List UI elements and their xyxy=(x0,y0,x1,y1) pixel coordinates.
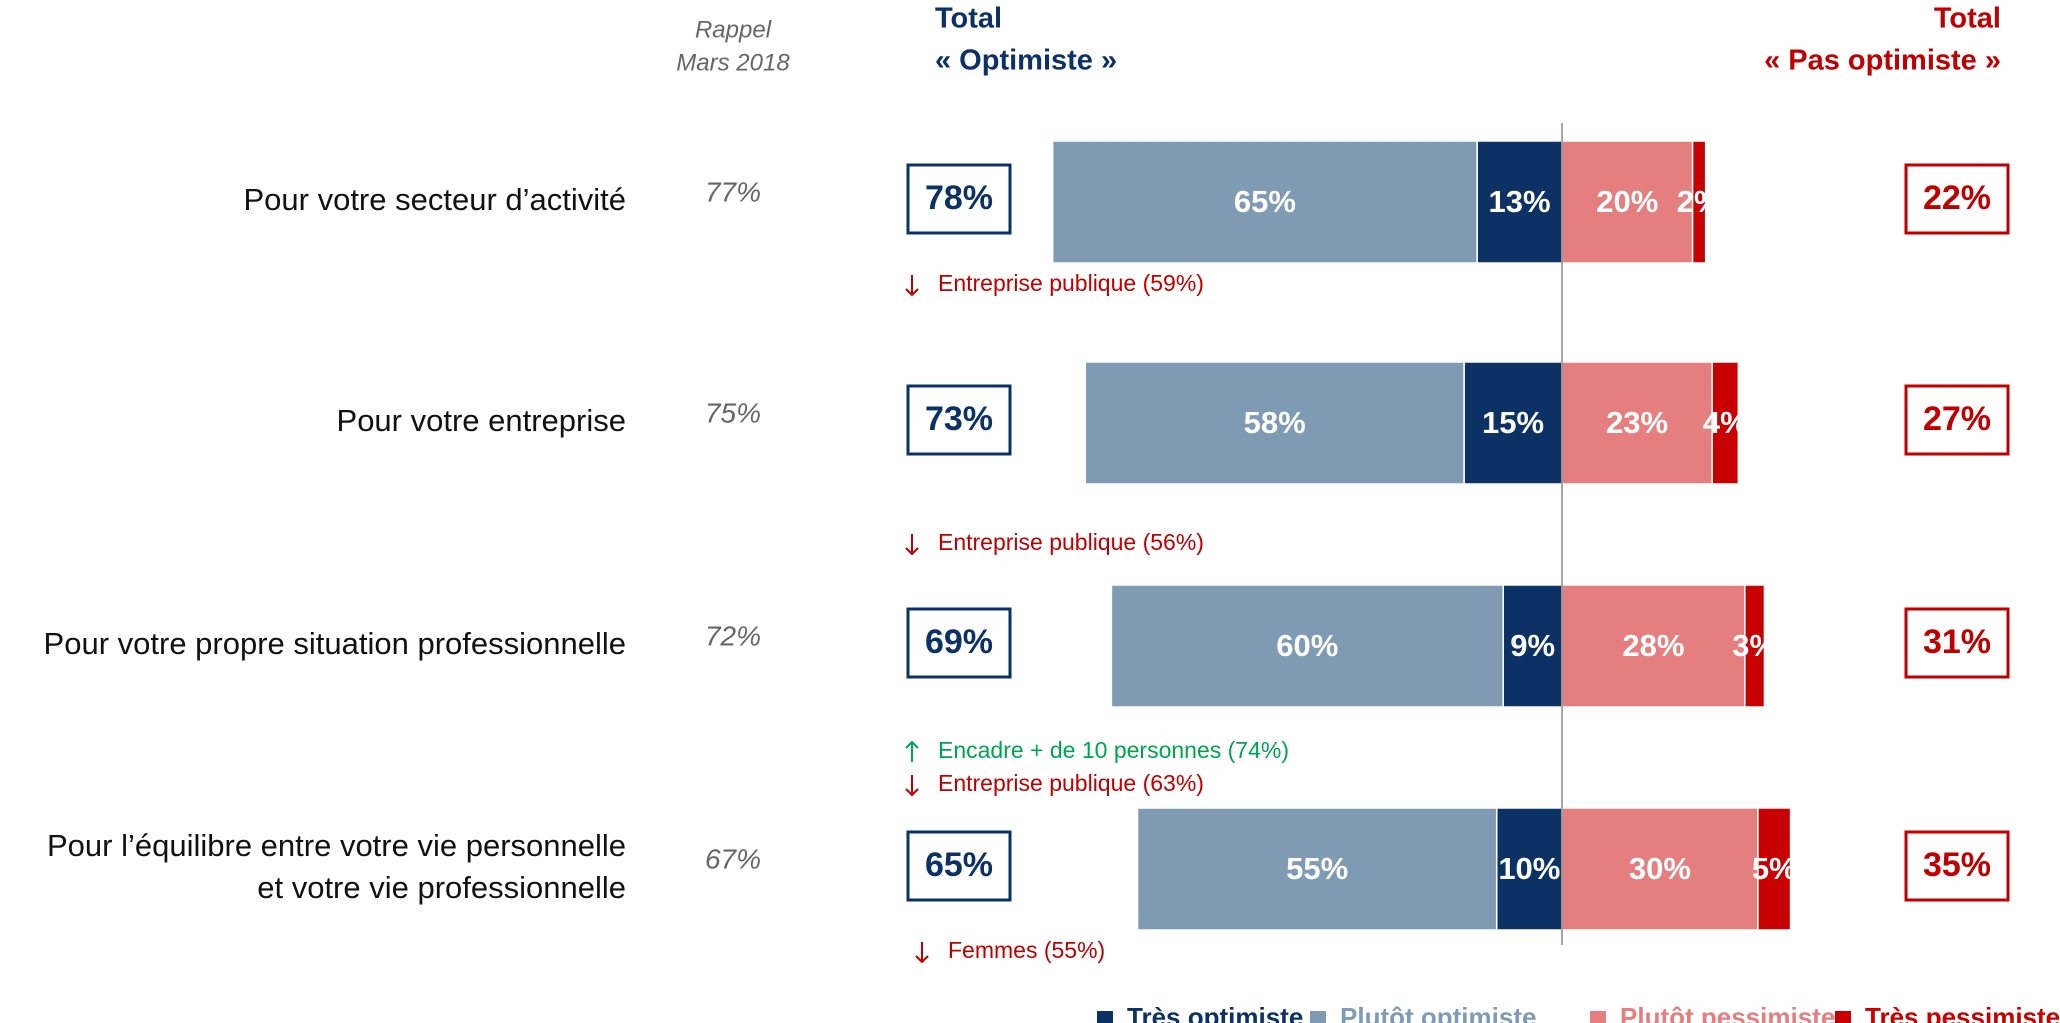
annotation: Encadre + de 10 personnes (74%) xyxy=(938,737,1289,763)
annotation: Entreprise publique (63%) xyxy=(938,770,1204,796)
legend-swatch xyxy=(1097,1011,1113,1023)
total-right-header: Total xyxy=(1934,3,2001,35)
recall-value: 77% xyxy=(705,176,761,207)
bar-segment xyxy=(1502,584,1563,708)
bar-segment xyxy=(1711,361,1740,485)
legend-label: Plutôt optimiste xyxy=(1340,1002,1536,1023)
bar-label: 4% xyxy=(1703,405,1748,440)
bar-segment xyxy=(1561,807,1759,931)
recall-value: 72% xyxy=(705,620,761,651)
bar-label: 55% xyxy=(1286,851,1348,886)
legend-swatch xyxy=(1835,1011,1851,1023)
annotation: Entreprise publique (56%) xyxy=(938,529,1204,555)
bar-label: 5% xyxy=(1752,851,1797,886)
legend-swatch xyxy=(1590,1011,1606,1023)
recall-value: 67% xyxy=(705,843,761,874)
bar-segment xyxy=(1495,807,1563,931)
total-box xyxy=(906,384,1012,456)
annotation-arrow xyxy=(905,275,919,297)
bar-label: 15% xyxy=(1482,405,1544,440)
bar-label: 2% xyxy=(1677,184,1722,219)
total-box xyxy=(906,607,1012,679)
bar-segment xyxy=(1757,807,1792,931)
total-box xyxy=(1904,607,2010,679)
annotation: Femmes (55%) xyxy=(948,937,1105,963)
total-box xyxy=(906,163,1012,235)
bar-segment xyxy=(1561,140,1694,264)
bar-label: 58% xyxy=(1244,405,1306,440)
annotation-arrow xyxy=(905,775,919,797)
category-label: Pour votre secteur d’activité xyxy=(243,182,626,217)
recall-header: Mars 2018 xyxy=(676,49,790,76)
total-value: 73% xyxy=(925,400,993,438)
annotation-arrow xyxy=(905,740,919,762)
total-right-header: « Pas optimiste » xyxy=(1764,45,2001,77)
bar-segment xyxy=(1084,361,1465,485)
bar-segment xyxy=(1476,140,1563,264)
legend-label: Très optimiste xyxy=(1127,1002,1303,1023)
bar-label: 28% xyxy=(1622,628,1684,663)
category-label: Pour votre propre situation professionne… xyxy=(44,626,626,661)
legend-swatch xyxy=(1310,1011,1326,1023)
total-value: 78% xyxy=(925,179,993,217)
total-value: 27% xyxy=(1923,400,1991,438)
category-label: Pour votre entreprise xyxy=(337,403,626,438)
category-label: Pour l’équilibre entre votre vie personn… xyxy=(47,828,626,863)
recall-value: 75% xyxy=(705,397,761,428)
total-value: 65% xyxy=(925,846,993,884)
bar-segment xyxy=(1136,807,1498,931)
total-left-header: « Optimiste » xyxy=(935,45,1117,77)
total-box xyxy=(906,830,1012,902)
bar-label: 65% xyxy=(1234,184,1296,219)
legend-label: Très pessimiste xyxy=(1865,1002,2060,1023)
bar-label: 23% xyxy=(1606,405,1668,440)
recall-header: Rappel xyxy=(695,16,772,43)
total-value: 31% xyxy=(1923,623,1991,661)
bar-label: 9% xyxy=(1510,628,1555,663)
total-left-header: Total xyxy=(935,3,1002,35)
total-value: 69% xyxy=(925,623,993,661)
bar-label: 20% xyxy=(1596,184,1658,219)
annotation: Entreprise publique (59%) xyxy=(938,270,1204,296)
bar-segment xyxy=(1110,584,1504,708)
bar-segment xyxy=(1744,584,1766,708)
bar-segment xyxy=(1051,140,1478,264)
category-label: et votre vie professionnelle xyxy=(257,870,626,905)
annotation-arrow xyxy=(915,942,929,964)
bar-label: 13% xyxy=(1489,184,1551,219)
bar-segment xyxy=(1691,140,1707,264)
legend-label: Plutôt pessimiste xyxy=(1620,1002,1835,1023)
bar-label: 10% xyxy=(1498,851,1560,886)
total-value: 35% xyxy=(1923,846,1991,884)
bar-label: 30% xyxy=(1629,851,1691,886)
total-box xyxy=(1904,830,2010,902)
total-value: 22% xyxy=(1923,179,1991,217)
total-box xyxy=(1904,163,2010,235)
bar-label: 3% xyxy=(1732,628,1777,663)
annotation-arrow xyxy=(905,534,919,556)
bar-label: 60% xyxy=(1276,628,1338,663)
total-box xyxy=(1904,384,2010,456)
